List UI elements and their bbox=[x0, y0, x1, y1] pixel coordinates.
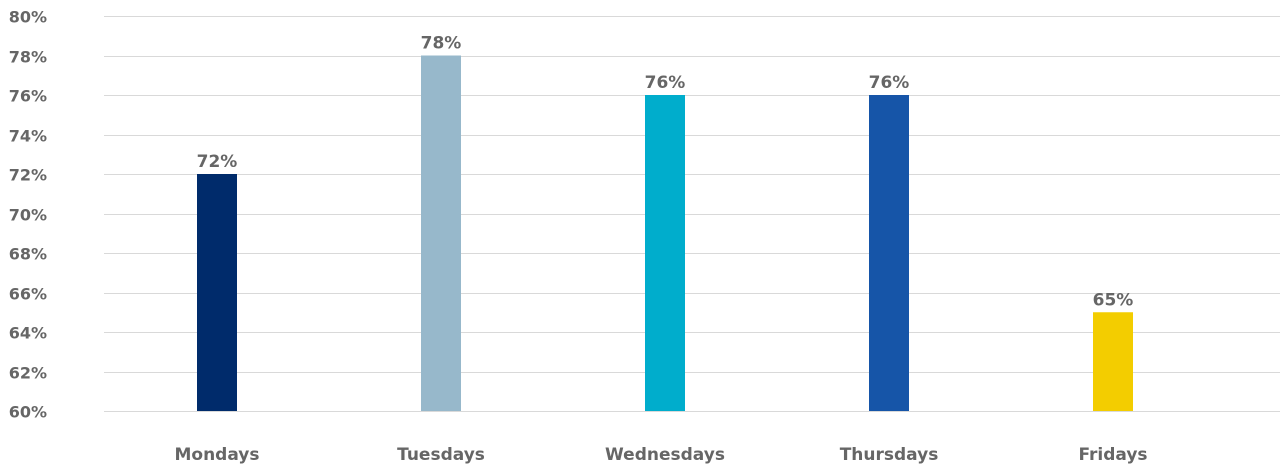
bar-tuesdays bbox=[421, 55, 461, 411]
y-tick-label: 64% bbox=[9, 324, 47, 343]
y-tick-label: 76% bbox=[9, 87, 47, 106]
category-label: Tuesdays bbox=[397, 445, 485, 465]
y-tick-label: 80% bbox=[9, 8, 47, 27]
y-tick-label: 74% bbox=[9, 127, 47, 146]
category-label: Thursdays bbox=[840, 445, 939, 465]
category-label: Fridays bbox=[1078, 445, 1147, 465]
bar-wednesdays bbox=[645, 95, 685, 411]
data-label: 72% bbox=[197, 152, 238, 172]
data-label: 78% bbox=[421, 34, 462, 54]
y-tick-label: 62% bbox=[9, 364, 47, 383]
data-label: 76% bbox=[869, 73, 910, 93]
y-tick-label: 70% bbox=[9, 206, 47, 225]
y-tick-label: 60% bbox=[9, 403, 47, 422]
data-label: 76% bbox=[645, 73, 686, 93]
x-axis-category-labels: Mondays Tuesdays Wednesdays Thursdays Friday… bbox=[174, 445, 1147, 465]
bar-mondays bbox=[197, 174, 237, 411]
category-label: Wednesdays bbox=[605, 445, 725, 465]
bars bbox=[197, 55, 1133, 411]
y-tick-label: 78% bbox=[9, 48, 47, 67]
gridlines bbox=[104, 16, 1280, 412]
y-tick-label: 68% bbox=[9, 245, 47, 264]
bar-thursdays bbox=[869, 95, 909, 411]
y-tick-label: 66% bbox=[9, 285, 47, 304]
y-tick-label: 72% bbox=[9, 166, 47, 185]
category-label: Mondays bbox=[174, 445, 259, 465]
y-axis-tick-labels: 60% 62% 64% 66% 68% 70% 72% 74% 76% 78% 80% bbox=[9, 8, 47, 422]
data-label: 65% bbox=[1093, 290, 1134, 310]
bar-fridays bbox=[1093, 312, 1133, 411]
data-labels: 72% 78% 76% 76% 65% bbox=[197, 34, 1134, 311]
